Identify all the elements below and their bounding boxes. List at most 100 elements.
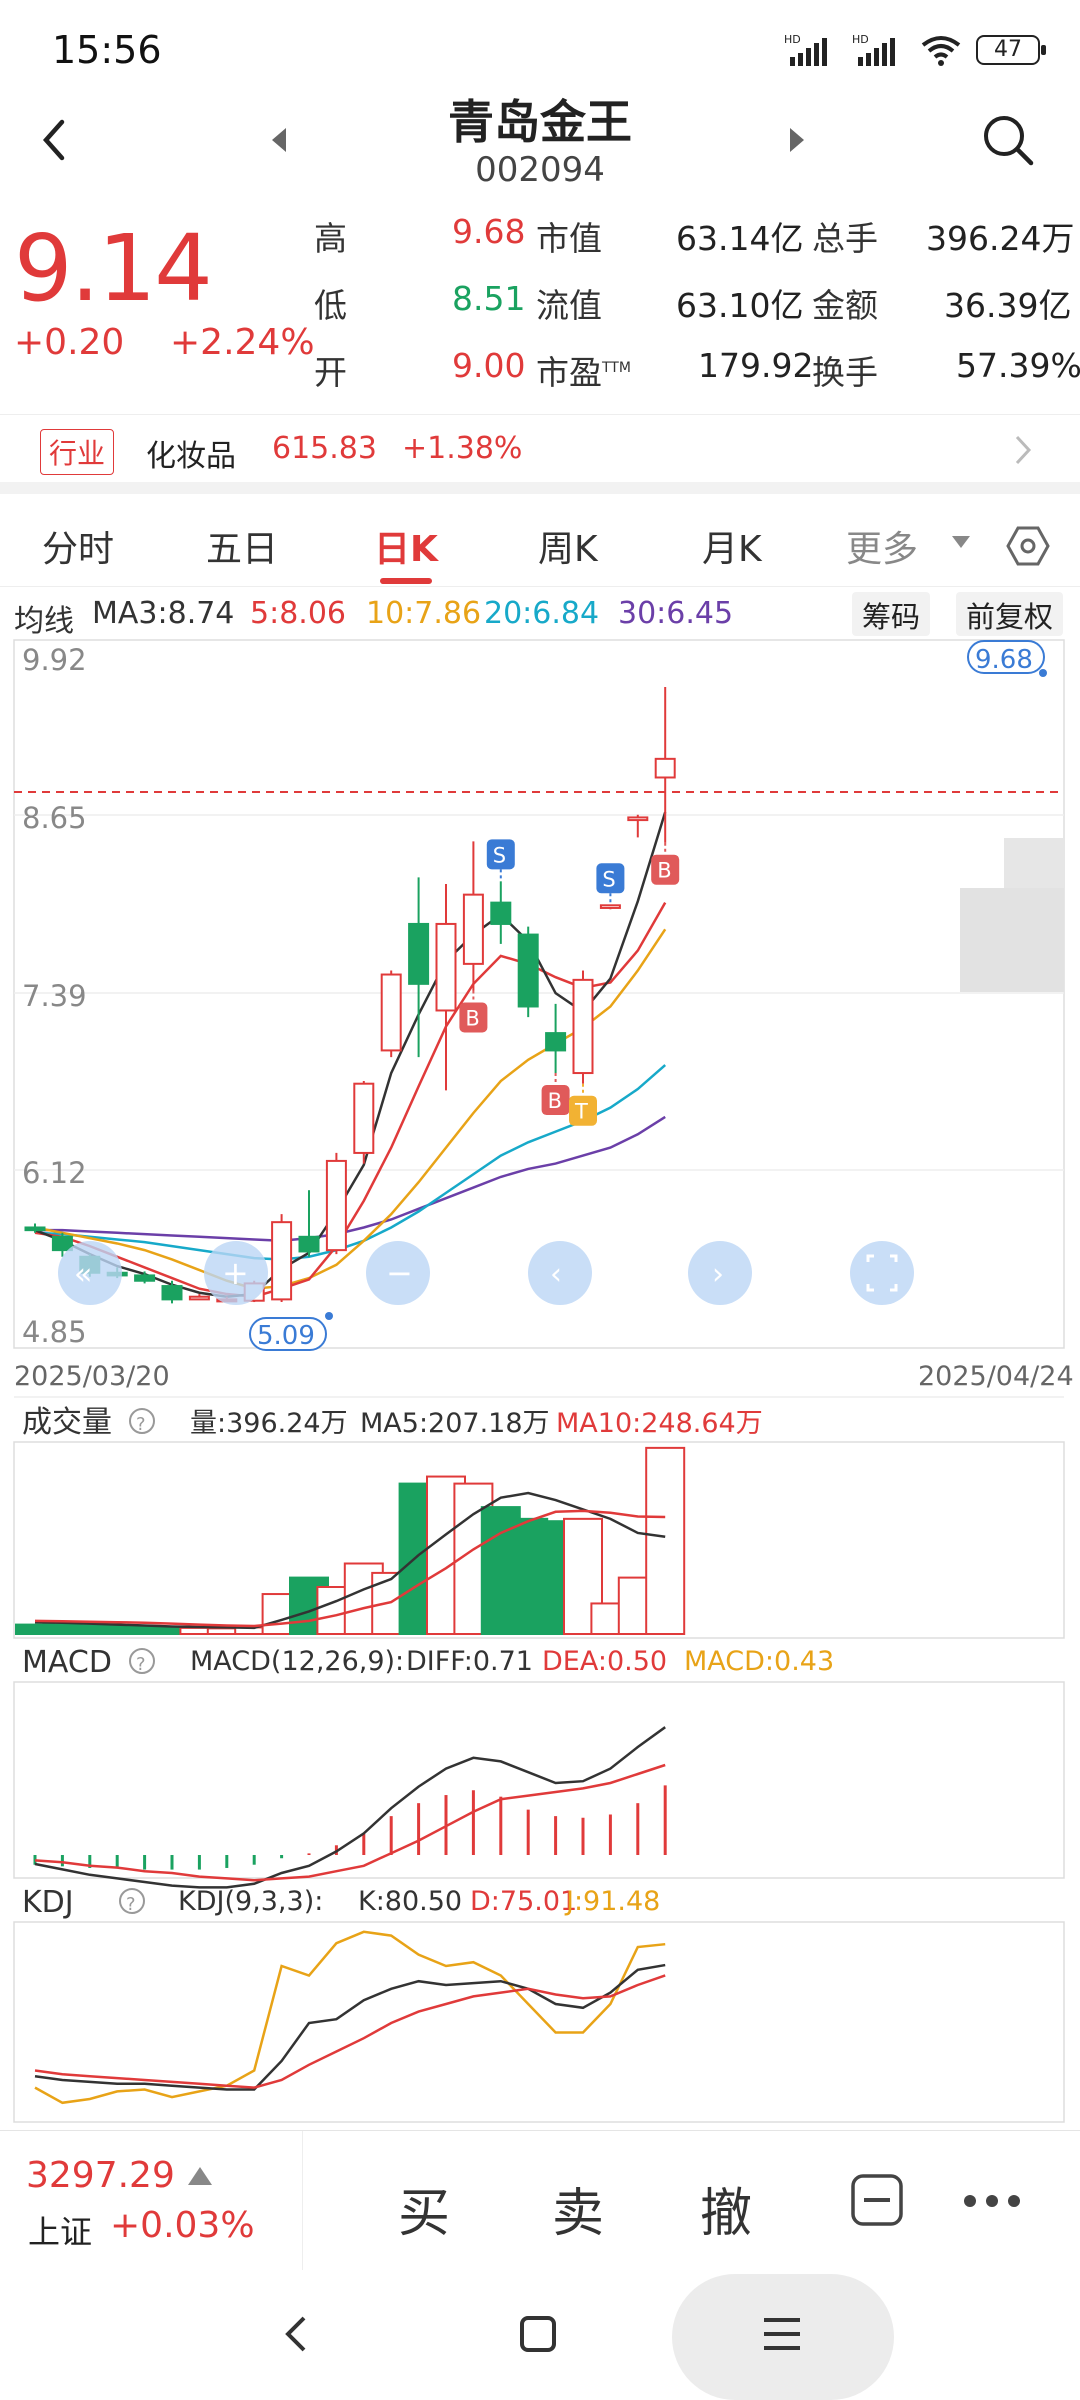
candle-body [545,1032,567,1052]
mcap-value: 63.14亿 [676,219,804,258]
tab-weekly-k[interactable]: 周K [538,529,598,570]
macd-diff-line [34,1726,666,1889]
date-end: 2025/04/24 [918,1361,1074,1392]
high-marker: 9.68 [975,645,1033,675]
tab-five-day[interactable]: 五日 [206,529,279,570]
chevron-right-icon [1015,435,1032,465]
high-label: 高 [314,219,347,258]
wifi-icon [921,36,961,66]
next-triangle-icon[interactable] [786,126,808,154]
help-icon[interactable]: ? [129,1408,155,1435]
kline-chart[interactable]: SBB TS B 9.92 8.65 7.39 6.12 4.85 9.68 5.0… [0,0,1080,2130]
index-change: +0.03% [110,2205,255,2246]
back-arrow-icon[interactable] [36,116,72,164]
svg-text:HD: HD [784,33,801,46]
high-value: 9.68 [452,212,526,251]
help-icon[interactable]: ? [129,1648,155,1675]
prev-triangle-icon[interactable] [268,126,290,154]
signal-label: S [602,867,615,891]
adjust-button[interactable]: 前复权 [956,592,1064,636]
sell-button[interactable]: 卖 [552,2184,605,2244]
price-change-pct: +2.24% [170,322,315,363]
scroll-left-button[interactable]: ‹ [528,1241,592,1305]
ma-legend-title: 均线 [14,604,74,639]
section-divider [0,482,1080,494]
volume-ma10: MA10:248.64万 [556,1408,763,1439]
candle-body [51,1235,73,1252]
fullscreen-button[interactable] [850,1241,914,1305]
low-marker: 5.09 [257,1321,315,1351]
volume-value: 量:396.24万 [190,1408,348,1439]
ma10-value: 10:7.86 [366,596,482,631]
scroll-right-button[interactable]: › [688,1241,752,1305]
volume-ma5-line [34,1491,666,1630]
candle-body [134,1274,156,1282]
zoom-in-button[interactable]: + [204,1241,268,1305]
tab-daily-k[interactable]: 日K [374,529,438,570]
svg-text:›: › [712,1257,724,1292]
candle-body [325,1159,347,1252]
svg-text:«: « [74,1257,92,1292]
candle-body [188,1295,210,1301]
tab-more[interactable]: 更多 [846,529,919,570]
ma5-line [34,902,667,1298]
signal-label: T [574,1100,588,1124]
settings-hexagon-icon[interactable] [1006,524,1050,568]
vol-label: 总手 [812,219,878,258]
signal-label: B [657,859,671,883]
tab-active-indicator [380,578,432,584]
nav-menu-icon[interactable] [762,2316,802,2352]
zoom-out-button[interactable]: « [58,1241,122,1305]
candle-body [654,757,676,779]
pe-label: 市盈TTM [536,353,631,392]
collapse-icon[interactable] [850,2173,904,2227]
volume-title: 成交量 [22,1405,112,1440]
chips-button[interactable]: 筹码 [852,592,931,636]
ma5-value: 5:8.06 [250,596,346,631]
candle-body [353,1082,375,1154]
industry-name: 化妆品 [146,439,236,474]
kdj-d: D:75.01 [470,1886,577,1917]
industry-value: 615.83 [272,431,377,466]
ma3-line [34,811,667,1298]
more-dots-icon[interactable] [960,2191,1024,2211]
kdj-params: KDJ(9,3,3): [178,1886,323,1917]
mcap-label: 市值 [536,219,602,258]
volume-bar [645,1446,686,1635]
signal-icon: HD [784,33,827,66]
help-icon[interactable]: ? [119,1888,145,1915]
index-name: 上证 [28,2213,93,2251]
y-tick: 4.85 [22,1315,87,1349]
tab-intraday[interactable]: 分时 [42,529,115,570]
industry-row[interactable]: 行业 化妆品 615.83 +1.38% [0,414,1080,483]
signal-badge [541,1085,570,1116]
y-tick: 8.65 [22,801,87,835]
ma30-line [35,1115,666,1243]
status-icons: HD HD 47 [784,30,1046,70]
candle-body [161,1285,183,1301]
cancel-order-button[interactable]: 撤 [700,2184,753,2244]
y-tick: 6.12 [22,1156,87,1190]
nav-home-icon[interactable] [518,2314,558,2354]
low-label: 低 [314,286,347,325]
macd-diff: DIFF:0.71 [406,1646,533,1677]
low-value: 8.51 [452,279,526,318]
chart-nav-buttons: « + − ‹ › [58,1241,914,1305]
kdj-k: K:80.50 [358,1886,462,1917]
trade-bar: 3297.29 上证 +0.03% 买 卖 撤 [0,2130,1080,2271]
nav-back-icon[interactable] [280,2312,312,2356]
tab-monthly-k[interactable]: 月K [702,529,762,570]
float-label: 流值 [536,286,602,325]
search-icon[interactable] [980,112,1036,168]
svg-text:?: ? [126,1894,136,1915]
caret-down-icon[interactable] [950,534,972,550]
zoom-minus-button[interactable]: − [366,1241,430,1305]
vol-value: 396.24万 [926,219,1075,258]
candle-body [298,1235,320,1253]
signal-badge [596,863,625,894]
svg-text:‹: ‹ [550,1257,562,1292]
buy-button[interactable]: 买 [398,2184,451,2244]
turnover-label: 换手 [812,353,878,392]
candle-body [271,1221,293,1301]
svg-text:?: ? [136,1654,146,1675]
